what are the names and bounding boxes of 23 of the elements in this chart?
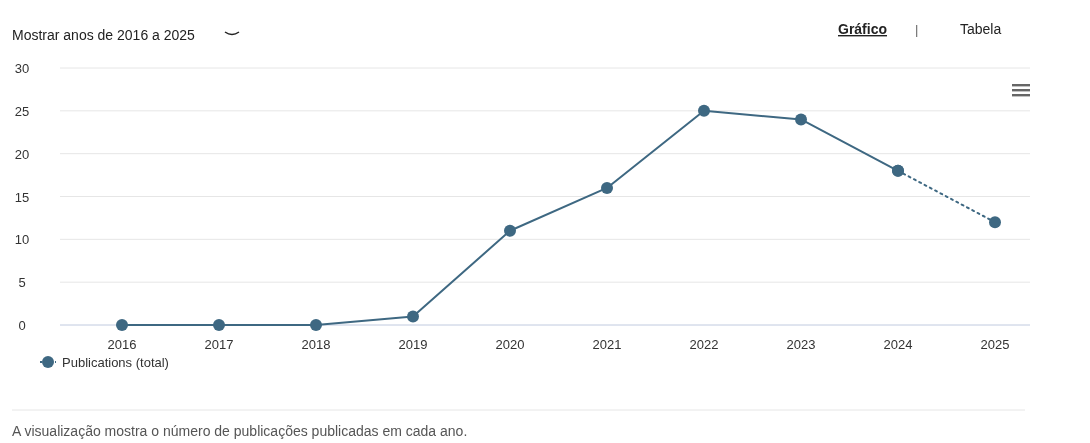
text: A visualização mostra o número de publicações publicadas em cada ano. [12,423,468,439]
text: Gráfico [838,21,888,37]
y-tick-label: 20 [14,146,30,162]
legend-label: Publications (total) [62,355,169,370]
y-tick-label: 15 [14,189,30,205]
x-tick-label: 2016 [107,337,137,352]
x-tick-label: 2018 [301,337,331,352]
y-tick-label: 5 [18,275,26,291]
y-tick-label: 0 [18,318,26,333]
chart-title: Mostrar anos de 2016 a 2025 [12,27,196,43]
text: Tabela [960,21,1002,37]
x-tick-label: 2023 [786,337,816,352]
y-tick-label: 25 [14,103,30,119]
x-tick-label: 2021 [592,337,622,352]
y-tick-label: 10 [14,232,30,248]
y-tick-label: 30 [14,61,30,76]
text: | [915,22,919,37]
x-tick-label: 2024 [883,337,913,352]
x-tick-label: 2022 [689,337,719,352]
x-tick-label: 2020 [495,337,525,352]
x-tick-label: 2019 [398,337,428,352]
x-tick-label: 2017 [204,337,234,352]
x-tick-label: 2025 [980,337,1010,352]
